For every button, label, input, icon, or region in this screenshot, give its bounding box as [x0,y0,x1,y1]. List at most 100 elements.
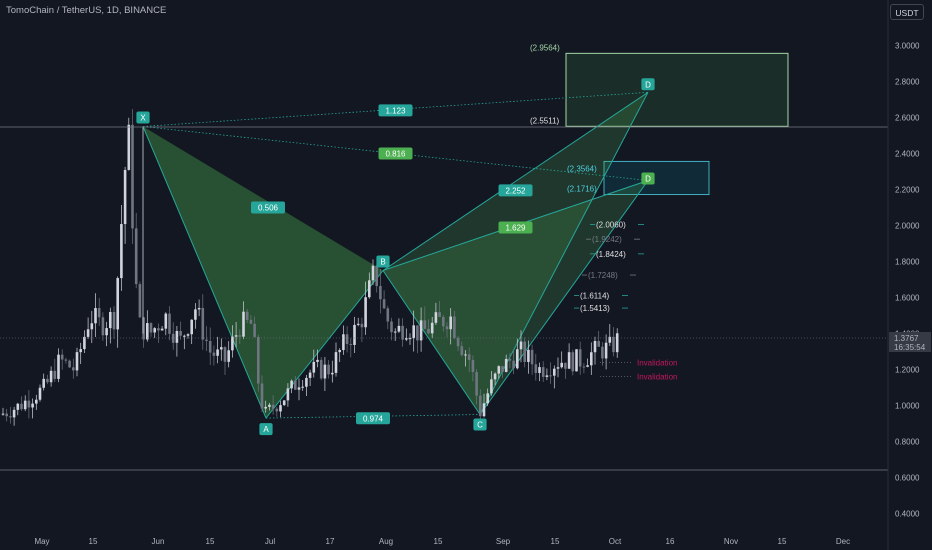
ratio-label-box [251,201,285,214]
leg-bc [382,270,481,415]
x-tick-label: 15 [89,537,98,546]
candle-body [578,349,582,367]
candle-body [249,319,253,324]
candle-body [282,400,286,406]
time-axis[interactable]: May 15 Jun 15 Jul 17 Aug 15 Sep 15 Oct 16 Nov 15 Dec [34,537,850,546]
candle-body [257,336,260,384]
leg-bd-upper [382,91,649,271]
candle-body [390,321,393,333]
y-tick-label: 2.0000 [895,222,920,231]
x-tick-label: Jul [265,537,275,546]
candle-body [467,354,471,360]
candle-body [60,354,64,360]
candle-body [134,228,138,285]
candle-body [175,330,179,343]
candle-body [35,399,38,404]
candle-body [208,341,212,353]
leg-ab [265,270,384,419]
candle-body [564,362,567,369]
point-label-a: A [263,425,269,434]
candle-body [508,358,512,361]
candle-body [490,379,493,394]
candle-body [597,340,600,347]
candle-body [186,334,190,336]
candle-body [297,387,301,390]
candle-body [334,352,338,373]
candle-body [179,330,182,336]
candle-body [242,311,245,337]
candle-body [183,335,186,337]
candle-body [412,325,415,339]
fib-levels: (2.9564) (2.5511) (2.3564) (2.1716) (2.0060)… [0,43,888,471]
candle-body [397,325,401,332]
candle-body [142,317,145,340]
fib-level-label: (2.0060) [596,220,626,229]
candle-body [294,380,297,390]
candle-body [160,328,164,331]
candle-body [342,334,345,351]
candle-body [253,323,256,337]
y-tick-label: 3.0000 [895,42,920,51]
candle-body [553,368,556,376]
candle-body [512,360,515,369]
candle-body [123,169,127,225]
x-tick-label: Aug [379,537,393,546]
candle-body [608,336,612,343]
point-label-x: X [140,114,146,123]
candle-body [157,328,160,331]
candle-body [271,404,275,409]
candle-body [109,311,112,329]
candle-body [68,360,71,368]
candle-body [601,346,604,359]
point-label-x-box [136,111,150,124]
candle-body [260,383,264,409]
y-tick-label: 1.0000 [895,402,920,411]
target-zone-upper [565,52,789,127]
ratio-label-box [378,147,413,160]
candle-body [364,297,367,328]
candle-body [456,337,460,347]
candle-body [482,403,486,417]
leg-cd-lower [479,180,649,415]
x-tick-label: Dec [836,537,850,546]
ratio-label-box [498,221,533,234]
candle-body [149,323,153,333]
candle-body [42,378,45,388]
candle-body [90,323,94,330]
candle-body [471,359,475,373]
candle-body [275,408,279,412]
candle-body [216,349,219,356]
target-zones [565,52,789,196]
candle-body [545,375,549,377]
ratio-label: 0.974 [363,414,384,423]
y-tick-label: 2.8000 [895,78,920,87]
candle-body [615,333,619,353]
candle-body [527,349,530,362]
candle-body [427,328,430,334]
currency-button[interactable]: USDT [890,4,924,20]
candle-body [453,316,456,338]
candle-body [212,352,216,356]
candle-body [519,341,523,350]
point-label-c-box [473,418,487,431]
candle-body [194,309,197,320]
fib-level-label: (1.9242) [592,235,622,244]
candle-body [368,280,371,298]
candle-body [31,403,34,408]
price-axis[interactable]: 3.0000 2.8000 2.6000 2.4000 2.2000 2.0000 1.80… [895,42,920,519]
candle-body [301,386,304,388]
y-tick-label: 2.4000 [895,150,920,159]
fib-level-label: (1.8424) [596,250,626,259]
candle-body [479,395,482,417]
candle-body [560,362,563,368]
candle-body [46,378,49,383]
y-tick-label: 1.2000 [895,366,920,375]
candle-body [72,367,75,371]
candle-body [353,324,356,345]
candle-body [138,284,142,318]
candle-body [290,380,293,389]
candle-body [501,366,504,372]
y-tick-label: 0.4000 [895,510,920,519]
